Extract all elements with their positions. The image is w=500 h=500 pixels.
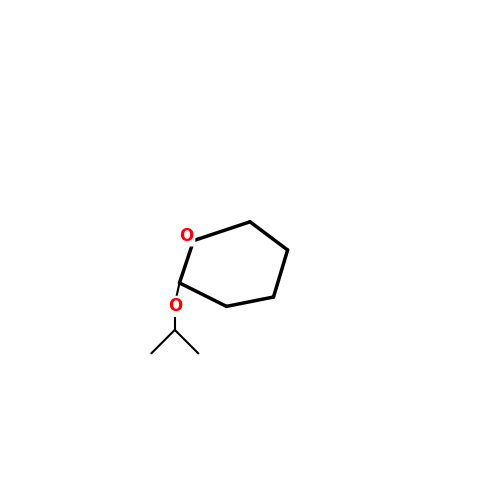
- Text: O: O: [180, 227, 194, 245]
- Text: O: O: [168, 298, 182, 316]
